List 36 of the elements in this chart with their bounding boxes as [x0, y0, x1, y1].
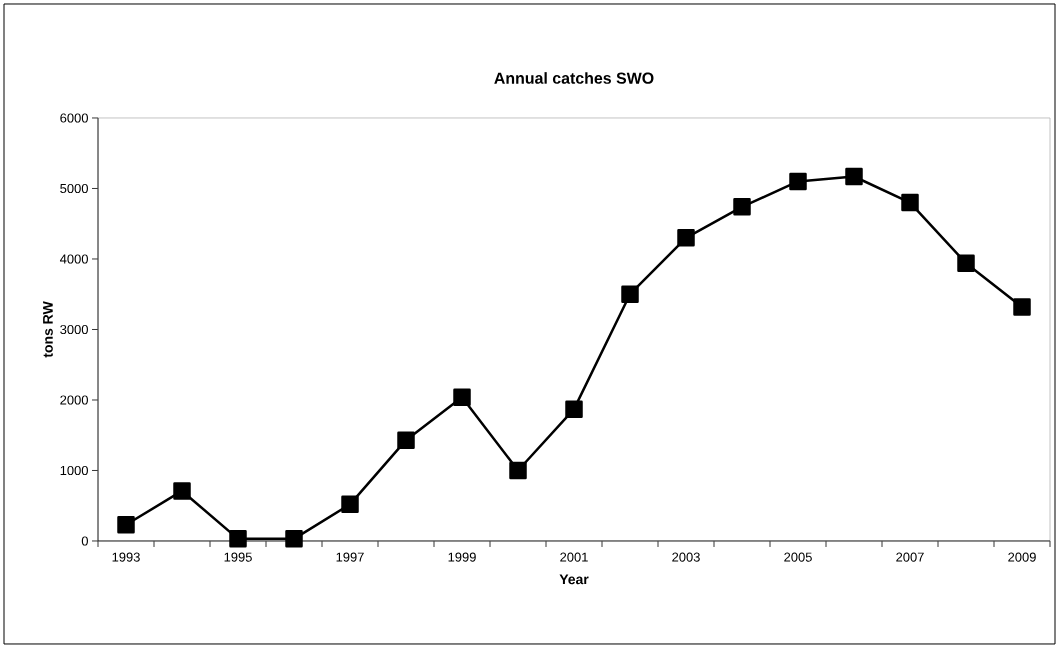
- point: [1013, 298, 1031, 316]
- point: [677, 229, 695, 247]
- point: [621, 285, 639, 303]
- point: [957, 254, 975, 272]
- y-tick-label: 3000: [60, 324, 88, 335]
- point: [901, 193, 919, 212]
- point: [733, 198, 751, 216]
- x-tick-label: 2001: [560, 552, 588, 562]
- point: [285, 530, 303, 548]
- y-tick-label: 5000: [60, 183, 88, 194]
- point: [397, 431, 415, 449]
- x-tick-label: 2003: [672, 552, 700, 562]
- y-tick-label: 0: [81, 536, 88, 546]
- point: [173, 482, 191, 500]
- x-tick-label: 1997: [336, 552, 364, 562]
- y-tick-label: 1000: [60, 465, 88, 476]
- point: [117, 516, 135, 534]
- x-tick-label: 1995: [224, 552, 252, 562]
- point: [509, 461, 527, 480]
- x-tick-label: 1993: [112, 552, 140, 562]
- y-tick-label: 6000: [60, 113, 88, 123]
- y-tick-label: 4000: [59, 254, 88, 264]
- y-axis-title: tons RW: [43, 301, 53, 358]
- x-tick-label: 2007: [896, 552, 924, 562]
- x-tick-label: 1999: [448, 552, 476, 562]
- point: [229, 530, 247, 548]
- x-tick-label: 2009: [1008, 552, 1036, 562]
- y-tick-label: 2000: [60, 395, 88, 405]
- point: [341, 495, 359, 514]
- point: [565, 400, 583, 418]
- point: [453, 388, 471, 406]
- point: [789, 172, 807, 191]
- x-tick-label: 2005: [784, 552, 812, 562]
- chart-title: Annual catches SWO: [494, 72, 654, 84]
- point: [845, 167, 863, 186]
- x-axis-title: Year: [559, 574, 589, 585]
